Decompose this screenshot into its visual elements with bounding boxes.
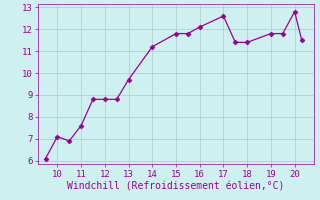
X-axis label: Windchill (Refroidissement éolien,°C): Windchill (Refroidissement éolien,°C) bbox=[67, 181, 285, 191]
